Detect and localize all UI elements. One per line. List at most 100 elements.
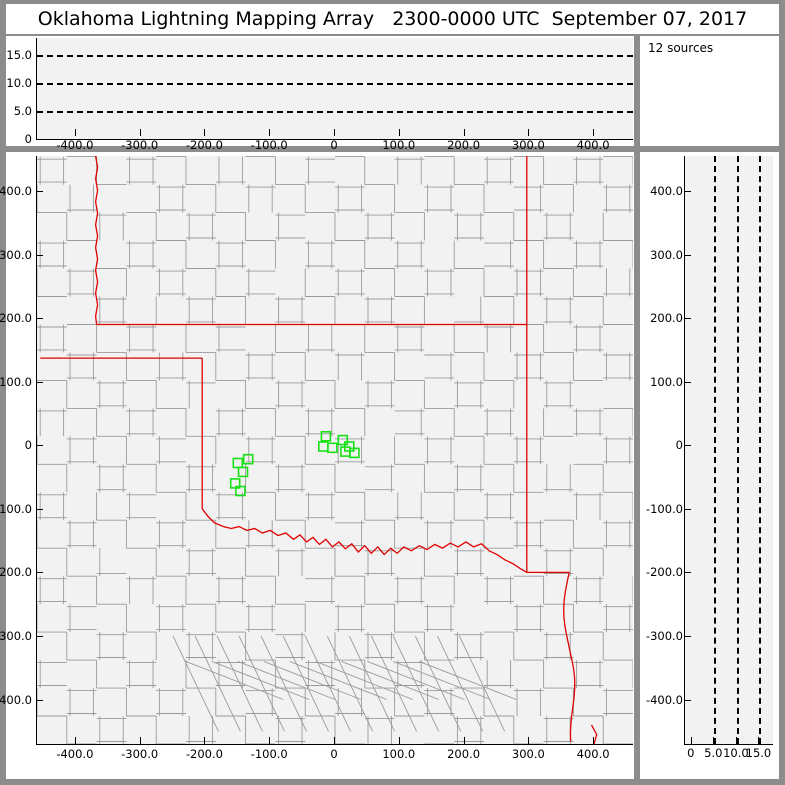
county-line-diag: [458, 635, 506, 732]
state-line-red-river: [201, 505, 528, 573]
lma-source-marker: [320, 430, 332, 442]
y-tick-label: -300.0: [0, 628, 32, 643]
x-tick-mark: [74, 129, 76, 136]
county-line-diag: [392, 635, 440, 732]
y-tick-label: 400.0: [0, 183, 32, 198]
y-tick-mark: [36, 318, 43, 320]
county-line-diag: [238, 635, 285, 732]
y-tick-label: 0: [675, 438, 683, 453]
altitude-north-south-panel[interactable]: -400.0 -300.0 -200.0 -100.0 0 100.0 200.0 300.0…: [640, 152, 779, 779]
x-tick-label: 300.0: [511, 747, 545, 761]
x-tick-label: 200.0: [447, 138, 481, 152]
x-tick-mark: [204, 129, 206, 136]
lma-source-marker: [232, 457, 244, 469]
y-tick-mark: [684, 445, 691, 447]
county-line-diag: [185, 660, 284, 700]
x-tick-label: 400.0: [576, 747, 610, 761]
altitude-east-west-panel[interactable]: 0 5.0 10.0 15.0: [6, 36, 634, 146]
x-tick-mark: [334, 737, 335, 744]
x-tick-label: 0: [330, 747, 338, 761]
x-tick-label: 400.0: [576, 138, 610, 152]
y-tick-mark: [684, 381, 691, 383]
gridline-y: [37, 110, 633, 113]
x-tick-label: 0: [330, 138, 338, 152]
x-tick-mark: [758, 737, 760, 744]
gridline-x: [736, 156, 739, 744]
y-tick-mark: [684, 572, 691, 574]
altitude-north-south-x-axis: 0 5.0 10.0 15.0: [640, 737, 779, 763]
x-tick-label: 0: [687, 746, 695, 760]
county-line-diag: [237, 660, 336, 700]
y-tick-label: 200.0: [0, 311, 32, 326]
y-tick-label: 300.0: [650, 247, 683, 262]
x-tick-mark: [528, 129, 530, 136]
x-tick-mark: [269, 737, 271, 744]
altitude-north-south-plot-area[interactable]: [684, 156, 773, 745]
page-title: Oklahoma Lightning Mapping Array 2300-00…: [37, 8, 748, 30]
lma-source-marker: [235, 485, 246, 497]
lma-source-marker: [327, 442, 338, 454]
y-tick-label: -100.0: [0, 501, 32, 516]
county-line-diag: [194, 635, 241, 732]
y-tick-mark: [36, 445, 43, 447]
y-tick-label: 300.0: [0, 247, 32, 262]
x-tick-mark: [735, 737, 737, 744]
x-tick-label: -100.0: [250, 747, 288, 761]
y-tick-mark: [684, 699, 691, 701]
source-count-panel: 12 sources: [640, 36, 779, 146]
lma-source-markers-layer: [229, 430, 360, 497]
x-tick-mark: [139, 129, 141, 136]
gridline-x: [759, 156, 762, 744]
county-line-diag: [341, 660, 439, 700]
x-tick-label: -300.0: [121, 747, 159, 761]
y-tick-mark: [36, 190, 43, 192]
county-line-diag: [216, 635, 263, 732]
y-tick-mark: [36, 508, 43, 510]
county-boundaries-layer: [37, 156, 633, 744]
y-tick-mark: [36, 572, 43, 574]
county-line-diag: [304, 635, 351, 732]
plan-view-map-plot-area[interactable]: [36, 156, 633, 745]
x-tick-mark: [690, 737, 692, 744]
y-tick-mark: [36, 54, 43, 56]
lma-source-marker: [317, 441, 329, 452]
y-tick-label: 100.0: [650, 374, 683, 389]
county-line-diag: [414, 635, 462, 732]
x-tick-label: 10.0: [723, 746, 749, 760]
x-tick-mark: [463, 129, 465, 136]
county-line-diag: [260, 635, 307, 732]
county-line-diag: [263, 660, 362, 700]
x-tick-mark: [713, 737, 715, 744]
county-line-diag: [367, 660, 465, 700]
lma-source-marker: [337, 434, 349, 446]
gridline-x: [714, 156, 717, 744]
county-line-diag: [172, 635, 219, 732]
y-tick-label: -200.0: [0, 565, 32, 580]
x-tick-label: -200.0: [185, 747, 223, 761]
x-tick-label: 200.0: [447, 747, 481, 761]
y-tick-mark: [36, 699, 43, 701]
x-tick-label: -400.0: [56, 138, 94, 152]
county-line-diag: [315, 660, 413, 700]
county-line-diag: [393, 660, 491, 700]
x-tick-mark: [139, 737, 141, 744]
y-tick-mark: [684, 318, 691, 320]
x-tick-label: 5.0: [704, 746, 723, 760]
x-tick-label: -100.0: [250, 138, 288, 152]
x-tick-mark: [398, 737, 400, 744]
altitude-east-west-plot-area[interactable]: [36, 38, 633, 140]
y-tick-label: -400.0: [0, 692, 32, 707]
plan-view-map-x-axis: -400.0 -300.0 -200.0 -100.0 0 100.0 200.0 300.0…: [6, 737, 634, 763]
lma-source-marker: [242, 453, 254, 465]
y-tick-label: 15.0: [6, 47, 32, 62]
county-line-diag: [436, 635, 484, 732]
plan-view-map-panel[interactable]: -400.0 -300.0 -200.0 -100.0 0 100.0 200.0 300.0…: [0, 152, 634, 779]
y-tick-label: 200.0: [650, 311, 683, 326]
county-line-diag: [419, 660, 517, 700]
x-tick-mark: [593, 129, 595, 136]
x-tick-mark: [463, 737, 465, 744]
y-tick-mark: [684, 254, 691, 256]
x-tick-mark: [269, 129, 271, 136]
x-tick-label: -400.0: [56, 747, 94, 761]
y-tick-mark: [36, 82, 43, 84]
